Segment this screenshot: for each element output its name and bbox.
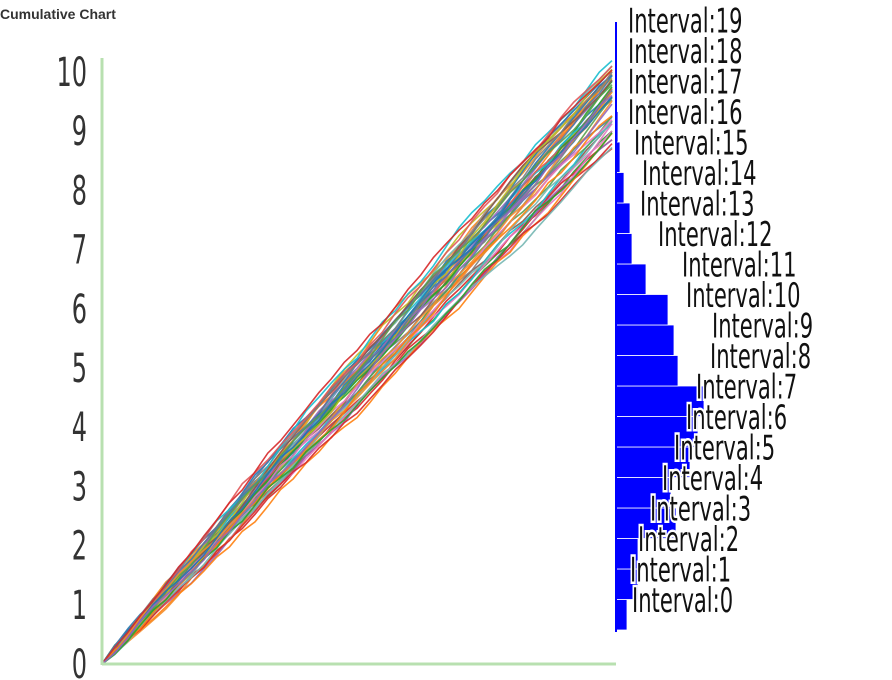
- histogram-bar: [615, 416, 699, 448]
- histogram-label: Interval:9: [712, 306, 813, 346]
- histogram-label: Interval:13: [640, 184, 755, 224]
- histogram-bar: [615, 477, 672, 509]
- histogram-label: Interval:0: [632, 581, 733, 621]
- series-line: [101, 69, 613, 665]
- histogram-label: Interval:16: [628, 93, 743, 133]
- histogram-bar: [615, 446, 691, 478]
- histogram-label: Interval:3: [650, 489, 751, 529]
- y-axis-ticks: 0 1 2 3 4 5 6 7 8 9 10: [56, 48, 87, 680]
- histogram-label: Interval:1: [630, 550, 731, 590]
- histogram-label: Interval:7: [696, 367, 797, 407]
- y-tick-label: 7: [72, 226, 87, 273]
- y-tick-label: 0: [72, 640, 87, 680]
- histogram-label: Interval:15: [634, 123, 749, 163]
- series-line: [101, 94, 613, 665]
- y-tick-label: 9: [72, 108, 87, 155]
- distribution-histogram: [615, 22, 705, 632]
- histogram-bar: [615, 263, 647, 295]
- histogram-bar: [615, 385, 705, 417]
- histogram-label: Interval:2: [638, 520, 739, 560]
- histogram-bar: [615, 202, 631, 234]
- y-tick-label: 10: [56, 48, 87, 95]
- histogram-bar: [615, 355, 679, 387]
- series-line: [101, 132, 613, 665]
- series-lines: [101, 60, 613, 665]
- histogram-label: Interval:4: [662, 459, 763, 499]
- series-line: [101, 91, 613, 665]
- y-tick-label: 2: [72, 522, 87, 569]
- histogram-labels: Interval:0Interval:1Interval:2Interval:3…: [626, 0, 815, 622]
- histogram-label: Interval:18: [628, 32, 743, 72]
- y-tick-label: 3: [72, 463, 87, 510]
- y-tick-label: 6: [72, 285, 87, 332]
- histogram-label: Interval:10: [686, 276, 801, 316]
- histogram-bar: [615, 599, 628, 631]
- histogram-label: Interval:8: [710, 337, 811, 377]
- series-line: [101, 146, 613, 665]
- histogram-label: Interval:12: [658, 215, 773, 255]
- histogram-bar: [615, 233, 633, 265]
- histogram-bar: [615, 294, 669, 326]
- chart-title: Cumulative Chart: [0, 6, 116, 22]
- y-tick-label: 4: [72, 404, 87, 451]
- histogram-label: Interval:14: [642, 154, 757, 194]
- histogram-label: Interval:11: [682, 245, 797, 285]
- series-line: [101, 96, 613, 665]
- series-line: [101, 84, 613, 665]
- series-line: [101, 86, 613, 665]
- y-tick-label: 1: [72, 581, 87, 628]
- histogram-bar: [615, 172, 625, 204]
- series-line: [101, 60, 613, 665]
- histogram-label: Interval:5: [674, 428, 775, 468]
- histogram-bar: [615, 324, 675, 356]
- y-tick-label: 5: [72, 344, 87, 391]
- histogram-label: Interval:6: [686, 398, 787, 438]
- histogram-label: Interval:19: [628, 1, 743, 41]
- y-tick-label: 8: [72, 167, 87, 214]
- histogram-label: Interval:17: [628, 62, 743, 102]
